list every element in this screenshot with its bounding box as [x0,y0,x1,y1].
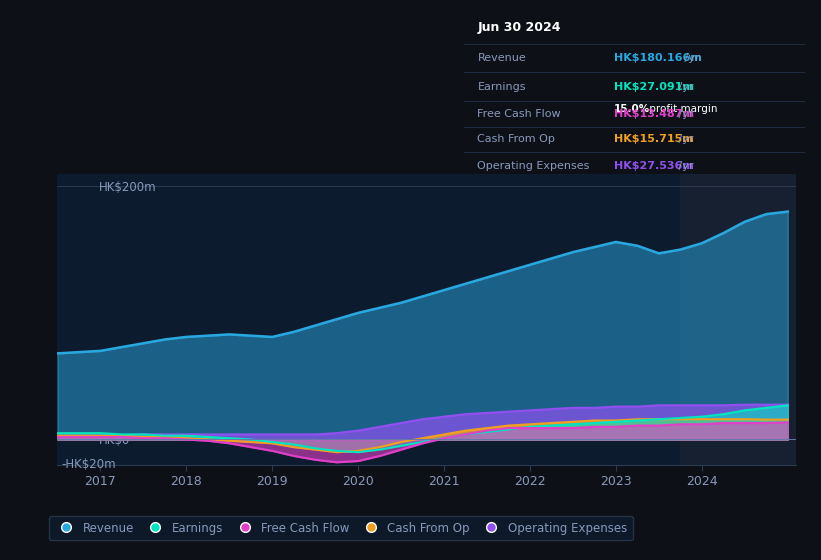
Text: profit margin: profit margin [646,104,718,114]
Text: HK$27.091m: HK$27.091m [614,82,694,92]
Text: HK$180.166m: HK$180.166m [614,53,702,63]
Legend: Revenue, Earnings, Free Cash Flow, Cash From Op, Operating Expenses: Revenue, Earnings, Free Cash Flow, Cash … [48,516,633,540]
Text: HK$27.536m: HK$27.536m [614,161,694,171]
Text: /yr: /yr [675,161,694,171]
Text: Free Cash Flow: Free Cash Flow [478,109,561,119]
Text: /yr: /yr [675,109,694,119]
Text: -HK$20m: -HK$20m [62,458,117,472]
Text: Operating Expenses: Operating Expenses [478,161,589,171]
Text: Jun 30 2024: Jun 30 2024 [478,21,561,34]
Text: Revenue: Revenue [478,53,526,63]
Text: /yr: /yr [675,134,694,144]
Text: Earnings: Earnings [478,82,526,92]
Text: 15.0%: 15.0% [614,104,650,114]
Text: Cash From Op: Cash From Op [478,134,555,144]
Text: HK$15.715m: HK$15.715m [614,134,694,144]
Text: /yr: /yr [675,82,694,92]
Text: HK$13.487m: HK$13.487m [614,109,694,119]
Text: /yr: /yr [681,53,699,63]
Bar [681,174,796,465]
